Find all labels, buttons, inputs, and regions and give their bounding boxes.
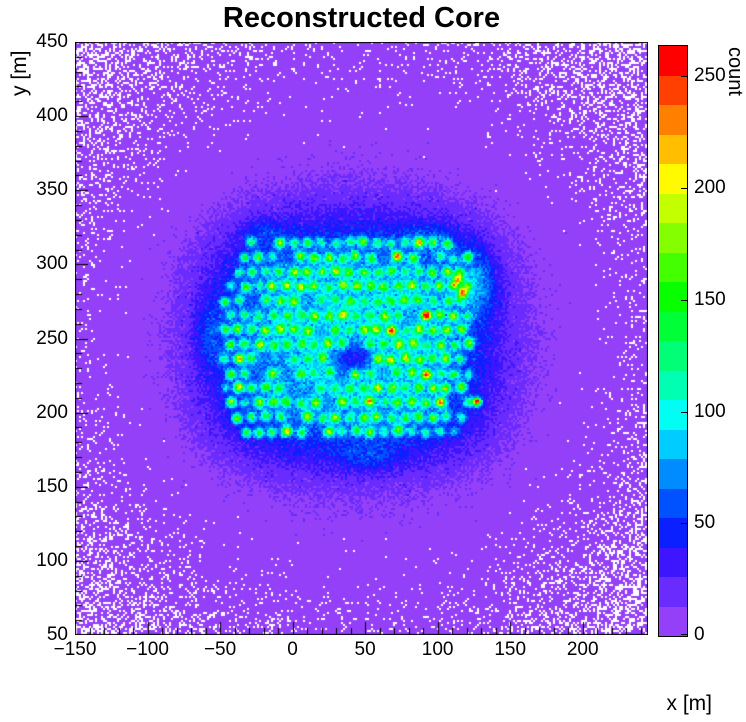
- colorbar-tick: [681, 300, 687, 301]
- y-tick-label: 100: [36, 549, 68, 571]
- y-tick-label: 300: [36, 253, 68, 275]
- colorbar-band: [659, 400, 687, 430]
- colorbar-band: [659, 134, 687, 164]
- x-tick-label: −50: [203, 639, 237, 660]
- colorbar-band: [659, 193, 687, 223]
- x-tick-label: 100: [421, 639, 454, 660]
- y-tick-label: 250: [36, 327, 68, 349]
- x-tick-label: 0: [287, 639, 298, 660]
- colorbar-band: [659, 252, 687, 282]
- colorbar-band: [659, 282, 687, 312]
- colorbar: [658, 45, 688, 637]
- x-tick-label: −150: [53, 639, 97, 660]
- x-tick-label: 50: [354, 639, 376, 660]
- z-tick-label: 0: [694, 624, 705, 645]
- colorbar-tick: [681, 634, 687, 635]
- colorbar-band: [659, 75, 687, 105]
- x-tick-label: −100: [126, 639, 169, 660]
- colorbar-tick: [681, 523, 687, 524]
- colorbar-band: [659, 577, 687, 607]
- colorbar-tick: [681, 76, 687, 77]
- colorbar-tick: [681, 188, 687, 189]
- y-tick-label: 200: [36, 401, 68, 423]
- y-tick-label: 350: [36, 179, 68, 201]
- colorbar-band: [659, 164, 687, 194]
- chart-title: Reconstructed Core: [222, 2, 501, 34]
- y-tick-label: 150: [36, 475, 68, 497]
- colorbar-band: [659, 547, 687, 577]
- y-axis-label: y [m]: [8, 50, 31, 97]
- x-tick-label: 150: [494, 639, 527, 660]
- z-tick-label: 250: [694, 65, 726, 87]
- z-tick-label: 100: [694, 400, 726, 422]
- colorbar-band: [659, 488, 687, 518]
- z-tick-label: 200: [694, 177, 726, 199]
- colorbar-band: [659, 459, 687, 489]
- y-tick-label: 400: [36, 105, 68, 127]
- colorbar-band: [659, 341, 687, 371]
- y-tick-label: 450: [36, 31, 68, 52]
- x-tick-label: 200: [566, 639, 599, 660]
- z-axis-label: count: [724, 47, 746, 96]
- colorbar-band: [659, 370, 687, 400]
- y-tick-label: 50: [46, 624, 68, 645]
- colorbar-band: [659, 46, 687, 76]
- colorbar-band: [659, 311, 687, 341]
- colorbar-band: [659, 429, 687, 459]
- colorbar-band: [659, 606, 687, 636]
- x-axis-label: x [m]: [666, 692, 713, 715]
- colorbar-band: [659, 223, 687, 253]
- colorbar-band: [659, 518, 687, 548]
- heatmap-canvas: [75, 42, 648, 635]
- z-tick-label: 150: [694, 288, 726, 310]
- colorbar-band: [659, 105, 687, 135]
- z-tick-label: 50: [694, 512, 716, 534]
- colorbar-tick: [681, 412, 687, 413]
